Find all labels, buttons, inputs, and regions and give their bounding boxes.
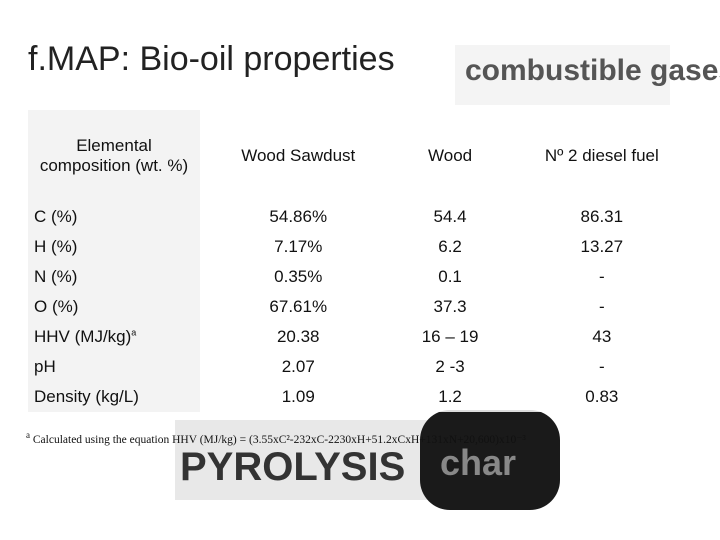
slide-title: f.MAP: Bio-oil properties <box>28 40 395 78</box>
value-cell: 0.1 <box>438 267 462 286</box>
row-label: N (%) <box>28 262 200 292</box>
value-cell: 54.86% <box>269 207 328 226</box>
image-panel <box>455 45 670 105</box>
row-label: Density (kg/L) <box>28 382 200 412</box>
image-text: PYROLYSIS <box>180 445 405 489</box>
table-row: C (%) 54.86% 54.4 86.31 <box>28 202 700 232</box>
value-cell: - <box>598 297 605 316</box>
table-row: HHV (MJ/kg)a 20.38 16 – 19 43 <box>28 322 700 352</box>
table-row: N (%) 0.35% 0.1 - <box>28 262 700 292</box>
header-row: Elemental composition (wt. %) Wood Sawdus… <box>28 110 700 202</box>
row-label: O (%) <box>28 292 200 322</box>
value-cell: 86.31 <box>580 207 624 226</box>
data-table: Elemental composition (wt. %) Wood Sawdus… <box>28 110 700 412</box>
header-cell: Elemental composition (wt. %) <box>28 110 200 202</box>
header-cell: Nº 2 diesel fuel <box>544 146 659 165</box>
image-text: char <box>440 442 516 483</box>
value-cell: 7.17% <box>274 237 323 256</box>
table-row: pH 2.07 2 -3 - <box>28 352 700 382</box>
table-row: H (%) 7.17% 6.2 13.27 <box>28 232 700 262</box>
value-cell: 37.3 <box>433 297 467 316</box>
value-cell: 1.09 <box>281 387 315 406</box>
value-cell: 13.27 <box>580 237 624 256</box>
row-label: HHV (MJ/kg)a <box>28 322 200 352</box>
footnote-marker: a <box>26 430 30 440</box>
value-cell: 0.35% <box>274 267 323 286</box>
value-cell: 2 -3 <box>435 357 465 376</box>
value-cell: 54.4 <box>433 207 467 226</box>
value-cell: 20.38 <box>276 327 320 346</box>
row-label: C (%) <box>28 202 200 232</box>
row-label: H (%) <box>28 232 200 262</box>
value-cell: 16 – 19 <box>421 327 479 346</box>
value-cell: 2.07 <box>281 357 315 376</box>
footnote: a Calculated using the equation HHV (MJ/… <box>26 430 526 446</box>
image-text: combustible gases <box>465 54 720 87</box>
value-cell: 6.2 <box>438 237 462 256</box>
header-cell: Wood <box>428 146 473 165</box>
value-cell: - <box>598 357 605 376</box>
row-label: pH <box>28 352 200 382</box>
footnote-marker: a <box>131 327 137 338</box>
footnote-text: Calculated using the equation HHV (MJ/kg… <box>32 433 526 446</box>
image-blob <box>420 410 560 510</box>
value-cell: - <box>598 267 605 286</box>
value-cell: 67.61% <box>269 297 328 316</box>
value-cell: 0.83 <box>585 387 619 406</box>
table-row: Density (kg/L) 1.09 1.2 0.83 <box>28 382 700 412</box>
table-row: O (%) 67.61% 37.3 - <box>28 292 700 322</box>
header-cell: Wood Sawdust <box>241 146 356 165</box>
value-cell: 43 <box>592 327 612 346</box>
value-cell: 1.2 <box>438 387 462 406</box>
